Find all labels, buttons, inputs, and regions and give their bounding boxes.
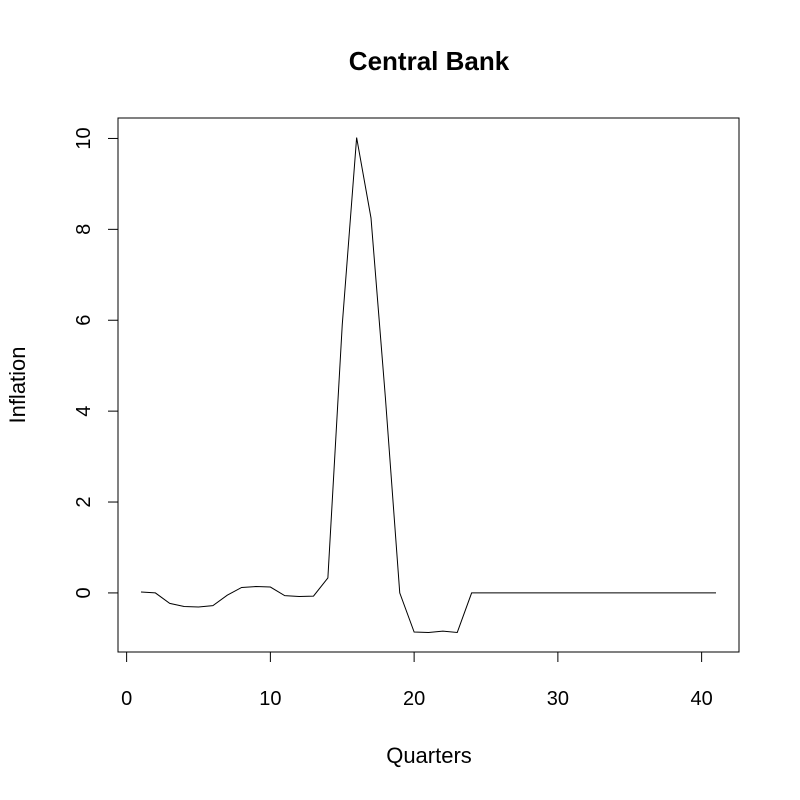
plot-frame: [117, 117, 740, 653]
x-tick-label: 40: [691, 688, 713, 710]
chart-title: Central Bank: [349, 46, 510, 76]
y-tick-label: 6: [73, 315, 95, 326]
x-axis: 0 10 20 30 40: [121, 651, 713, 710]
series-line: [140, 137, 716, 633]
x-tick-label: 30: [547, 688, 569, 710]
y-tick-label: 2: [73, 496, 95, 507]
y-tick-label: 0: [73, 587, 95, 598]
y-tick-label: 10: [73, 127, 95, 149]
x-tick-label: 10: [259, 688, 281, 710]
x-tick-label: 20: [403, 688, 425, 710]
y-axis: 0 2 4 6 8 10: [73, 127, 119, 598]
y-axis-label: Inflation: [5, 346, 30, 423]
x-axis-label: Quarters: [386, 743, 472, 768]
y-tick-label: 4: [73, 406, 95, 417]
y-tick-label: 8: [73, 224, 95, 235]
x-tick-label: 0: [121, 688, 132, 710]
